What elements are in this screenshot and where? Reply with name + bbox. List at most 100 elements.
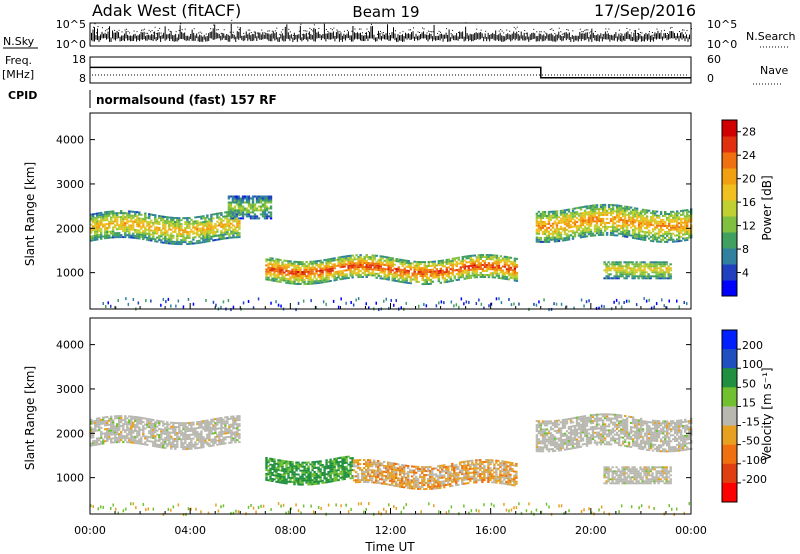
echo-cell	[421, 267, 424, 270]
echo-cell	[371, 272, 374, 275]
echo-cell	[321, 263, 324, 266]
echo-cell	[351, 262, 354, 265]
echo-cell	[621, 231, 625, 234]
echo-cell	[491, 264, 495, 267]
echo-cell	[439, 273, 442, 276]
echo-cell	[627, 212, 631, 215]
echo-cell	[136, 418, 139, 421]
echo-cell	[563, 217, 567, 220]
echo-cell	[138, 237, 141, 240]
echo-cell	[291, 272, 294, 275]
echo-cell	[166, 222, 169, 225]
echo-cell	[279, 469, 282, 472]
echo-cell	[132, 437, 135, 440]
echo-cell	[228, 417, 231, 420]
echo-cell	[583, 227, 587, 230]
echo-cell	[575, 225, 579, 228]
echo-cell	[666, 238, 669, 241]
echo-cell	[575, 211, 579, 214]
echo-cell	[277, 274, 280, 277]
echo-cell	[615, 230, 619, 233]
echo-cell	[682, 221, 685, 224]
echo-cell	[321, 273, 324, 276]
echo-cell	[220, 439, 223, 441]
echo-cell	[206, 236, 209, 239]
echo-cell	[637, 265, 640, 268]
echo-cell	[236, 435, 239, 438]
ground-scatter-cell	[170, 304, 172, 308]
echo-cell	[188, 423, 191, 426]
echo-cell	[253, 213, 257, 216]
echo-cell	[686, 239, 689, 241]
echo-cell	[238, 222, 241, 225]
echo-cell	[451, 273, 454, 276]
echo-cell	[216, 427, 219, 430]
echo-cell	[437, 272, 440, 275]
echo-cell	[218, 443, 221, 446]
echo-cell	[96, 230, 99, 233]
echo-cell	[467, 271, 470, 274]
echo-cell	[92, 221, 95, 224]
nsearch-dot	[606, 31, 608, 33]
echo-cell	[353, 262, 356, 265]
echo-cell	[487, 276, 491, 279]
echo-cell	[271, 464, 274, 467]
echo-cell	[190, 218, 193, 221]
echo-cell	[670, 210, 673, 213]
echo-cell	[210, 418, 213, 421]
echo-cell	[583, 221, 587, 224]
echo-cell	[220, 431, 223, 433]
echo-cell	[122, 216, 125, 219]
echo-cell	[649, 231, 653, 234]
echo-cell	[216, 439, 219, 442]
echo-cell	[271, 474, 274, 476]
echo-cell	[152, 229, 155, 232]
ground-scatter-cell	[425, 304, 428, 308]
echo-cell	[227, 197, 231, 200]
nsky-tick-bottom: 10^0	[56, 38, 86, 51]
echo-cell	[605, 225, 609, 228]
echo-cell	[160, 420, 163, 423]
echo-cell	[172, 425, 175, 428]
echo-cell	[337, 270, 340, 273]
echo-cell	[164, 233, 167, 236]
echo-cell	[497, 258, 501, 261]
echo-cell	[269, 477, 272, 480]
echo-cell	[150, 229, 153, 232]
echo-cell	[331, 273, 334, 276]
echo-cell	[255, 201, 259, 204]
echo-cell	[395, 276, 398, 279]
echo-cell	[194, 429, 197, 432]
echo-cell	[341, 265, 344, 268]
echo-cell	[172, 421, 175, 424]
echo-cell	[473, 270, 476, 273]
echo-cell	[190, 447, 193, 450]
echo-cell	[339, 262, 342, 265]
echo-cell	[226, 211, 229, 214]
echo-cell	[275, 258, 278, 261]
echo-cell	[379, 259, 382, 262]
echo-cell	[212, 227, 215, 230]
echo-cell	[228, 236, 231, 239]
echo-cell	[212, 438, 215, 441]
echo-cell	[226, 215, 229, 218]
echo-cell	[425, 271, 428, 274]
power-colorbar-swatch	[722, 216, 737, 233]
echo-cell	[455, 263, 458, 266]
echo-cell	[619, 269, 622, 272]
echo-cell	[259, 197, 263, 200]
echo-cell	[236, 431, 239, 434]
echo-cell	[637, 238, 641, 240]
echo-cell	[100, 233, 103, 236]
echo-cell	[383, 271, 386, 274]
echo-cell	[152, 221, 155, 224]
echo-cell	[631, 220, 635, 223]
echo-cell	[128, 224, 131, 227]
echo-cell	[653, 218, 657, 221]
ground-scatter-cell	[192, 302, 195, 306]
echo-cell	[359, 276, 362, 278]
echo-cell	[134, 228, 137, 231]
echo-cell	[172, 226, 175, 229]
echo-cell	[653, 269, 656, 272]
echo-cell	[615, 220, 619, 223]
